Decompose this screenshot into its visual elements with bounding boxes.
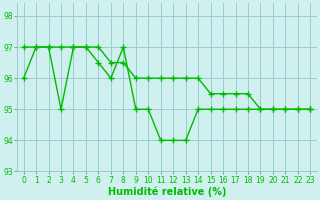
- X-axis label: Humidité relative (%): Humidité relative (%): [108, 186, 226, 197]
